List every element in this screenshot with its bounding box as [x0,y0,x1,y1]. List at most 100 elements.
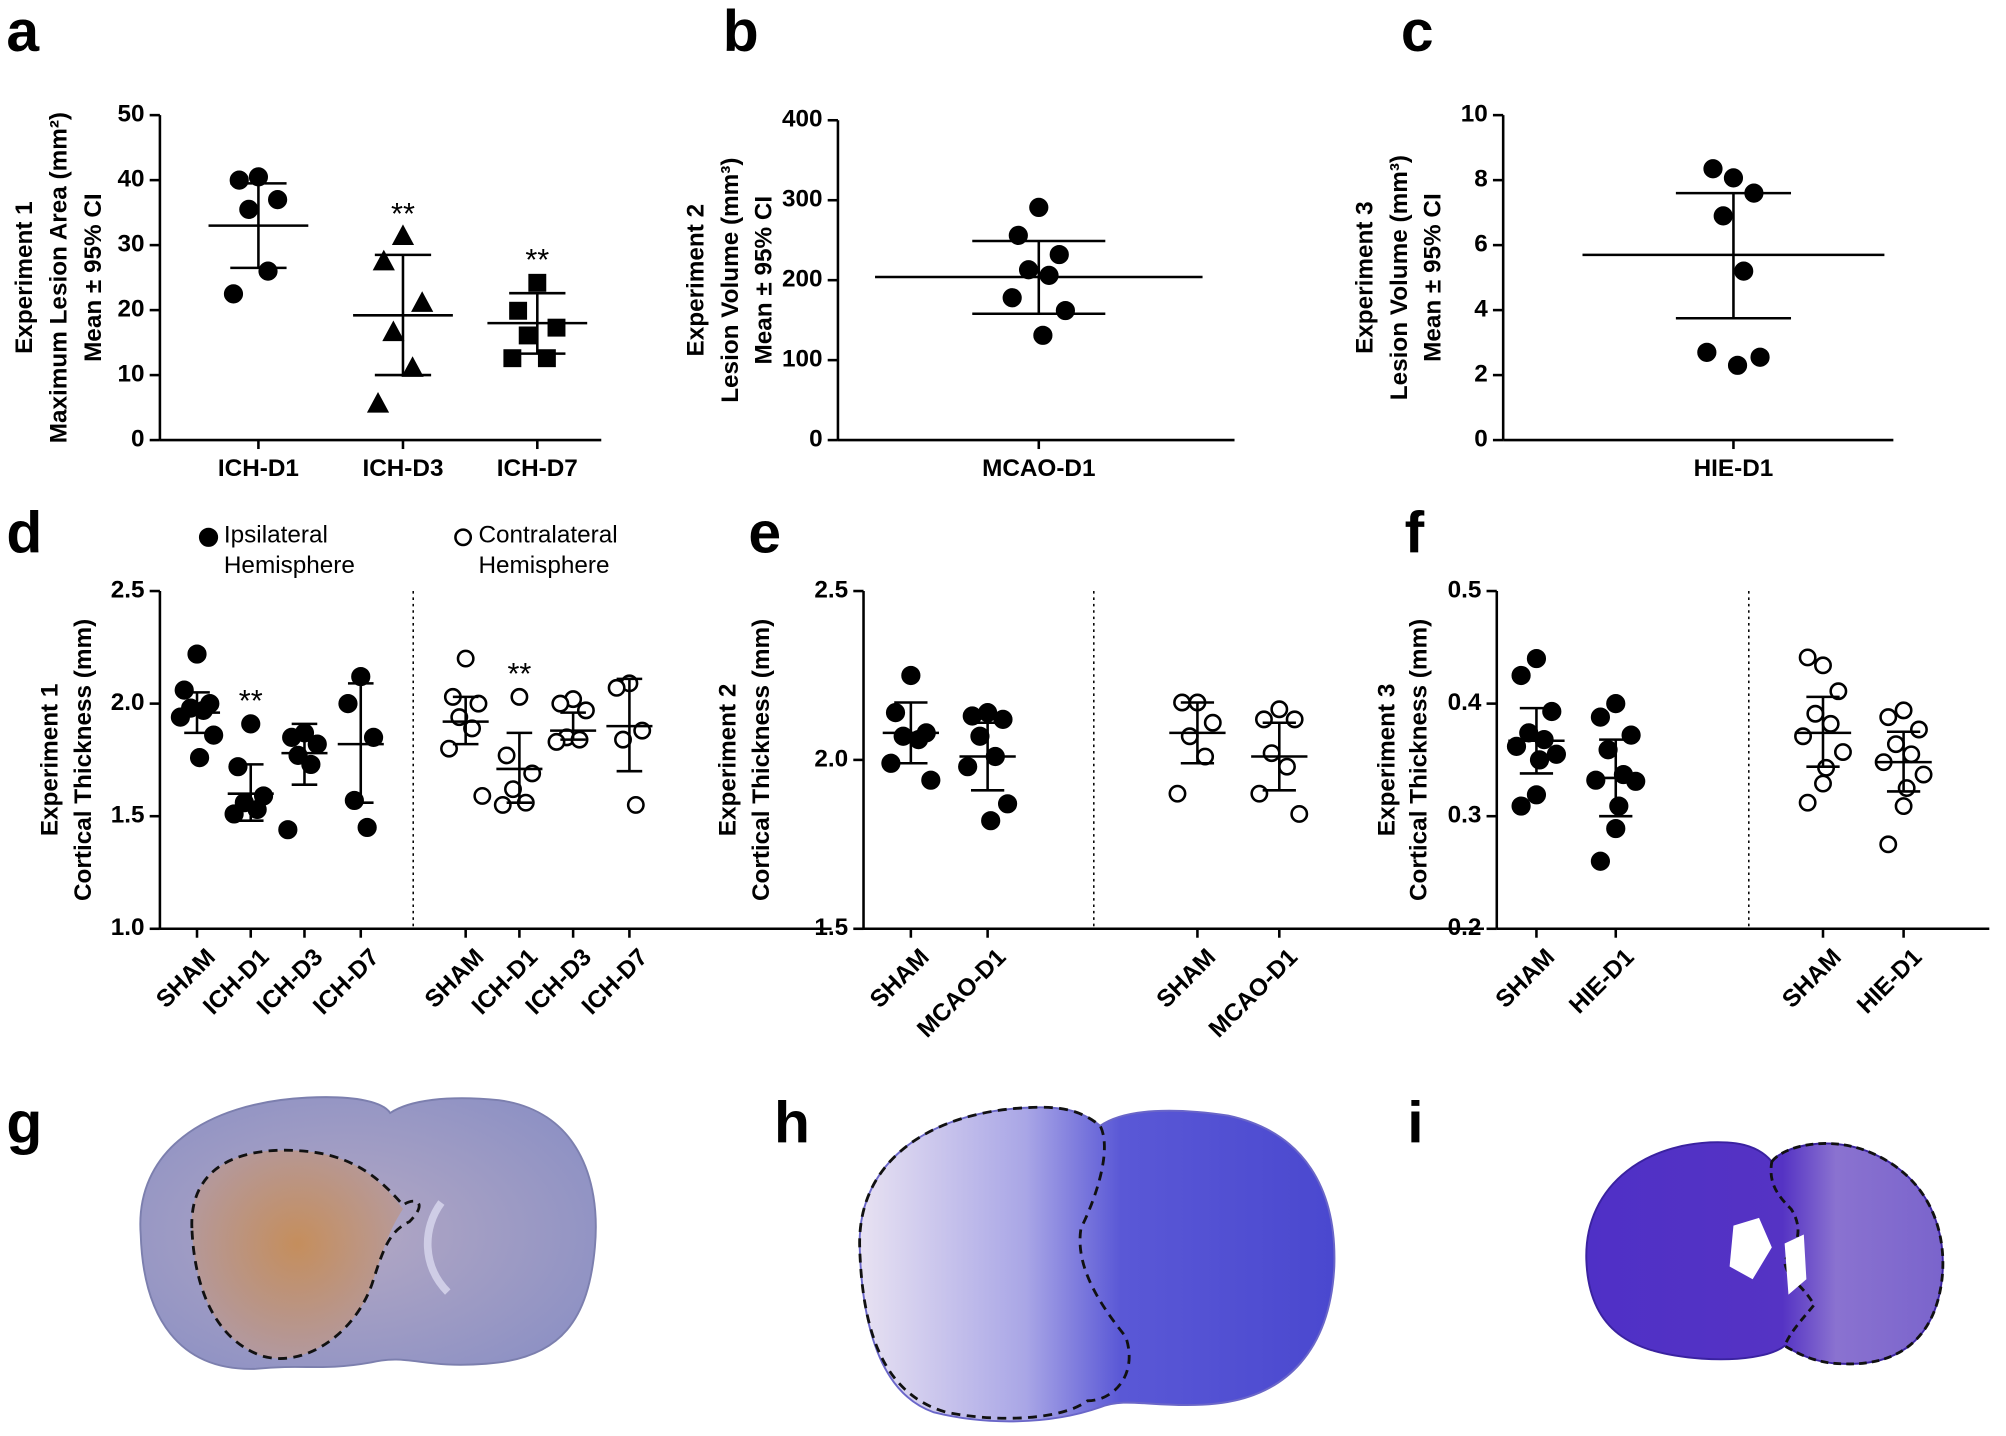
y-tick-label: 1.5 [814,914,848,941]
data-point [1542,701,1562,722]
data-point [228,757,248,777]
y-tick-label: 0.4 [1448,689,1482,716]
y-axis-label: Cortical Thickness (mm) [748,619,775,901]
panel-letter: g [6,1090,42,1155]
data-point [1727,355,1748,375]
data-point [1606,694,1626,714]
data-point [1697,342,1717,362]
y-tick-label: 400 [782,106,823,133]
panel-letter: c [1401,0,1434,64]
data-point [1909,720,1928,739]
y-tick-label: 0.2 [1448,914,1482,941]
data-point [497,746,516,765]
y-tick-label: 40 [118,166,145,193]
legend-entry: Ipsilateral Hemisphere [224,522,355,580]
data-point [1879,708,1898,727]
data-point [401,356,424,377]
y-axis-label: Cortical Thickness (mm) [1405,619,1432,901]
data-point [1278,757,1296,776]
y-axis-label: Mean ± 95% CI [80,193,107,362]
data-point [1606,818,1626,839]
data-point [901,665,921,686]
y-tick-label: 2.5 [111,576,145,603]
data-point [204,725,224,745]
panel-letter: b [723,0,759,64]
data-point [1029,197,1049,218]
data-point [366,392,390,413]
data-point [1814,774,1832,793]
data-point [301,754,321,775]
y-tick-label: 2.5 [814,576,848,603]
data-point [187,644,207,664]
y-tick-label: 300 [782,186,823,213]
y-axis-label: Cortical Thickness (mm) [70,619,97,901]
y-tick-label: 0.3 [1448,802,1482,829]
data-point [454,528,473,547]
data-point [893,726,913,746]
panel-letter: h [774,1090,810,1155]
data-point [357,817,377,838]
brain-section-h [858,1105,1486,1423]
data-point [1196,747,1215,766]
data-point [239,199,259,219]
y-axis-label: Experiment 2 [715,684,742,837]
data-point [241,714,261,734]
y-tick-label: 0 [131,426,145,453]
data-point [344,790,364,811]
data-point [1002,288,1022,308]
data-point [1902,745,1921,764]
y-tick-label: 1.5 [111,802,145,829]
data-point [1506,736,1527,756]
data-point [1879,835,1898,854]
data-point [1626,771,1646,791]
data-point [1806,704,1825,723]
panel-letter: i [1407,1090,1423,1155]
y-tick-label: 0 [1474,426,1488,453]
data-point [493,795,512,814]
data-point [1511,796,1531,816]
data-point [1750,347,1770,367]
data-point [510,687,529,706]
data-point [547,732,566,751]
data-point [391,224,415,245]
data-point [224,804,244,824]
y-tick-label: 20 [118,296,145,323]
data-point [1894,701,1913,720]
y-axis-label: Experiment 3 [1352,201,1379,354]
data-point [258,261,278,281]
data-point [1590,707,1610,727]
x-tick-label: ICH-D7 [497,455,578,482]
data-point [958,757,978,777]
data-point [174,680,194,700]
data-point [504,780,522,799]
data-point [363,727,384,747]
data-point [626,795,645,814]
data-point [307,734,327,754]
data-point [1713,206,1733,226]
data-point [1529,750,1550,770]
y-tick-label: 10 [1461,101,1488,128]
annotation: ** [507,656,531,691]
data-point [1039,265,1059,285]
data-point [1262,744,1281,763]
data-point [473,786,492,805]
data-point [189,748,210,768]
data-point [469,694,488,713]
figure-content: g h i a Experiment 1 Maximum Lesion Area (… [6,0,1990,1423]
y-axis-label: Lesion Volume (mm³) [1386,155,1413,400]
data-point [1203,713,1222,732]
annotation: ** [391,196,415,231]
data-point [1254,710,1273,729]
data-point [1033,325,1053,345]
x-tick-label: ICH-D1 [218,455,299,482]
x-tick-label: SHAM [1777,944,1847,1014]
data-point [1250,784,1269,803]
legend-entry: Contralateral Hemisphere [478,522,617,580]
data-point [1794,727,1813,746]
data-point [1586,770,1606,790]
data-point [411,291,434,312]
data-point [1734,261,1754,281]
data-point [288,745,308,765]
y-tick-label: 2 [1474,361,1488,388]
